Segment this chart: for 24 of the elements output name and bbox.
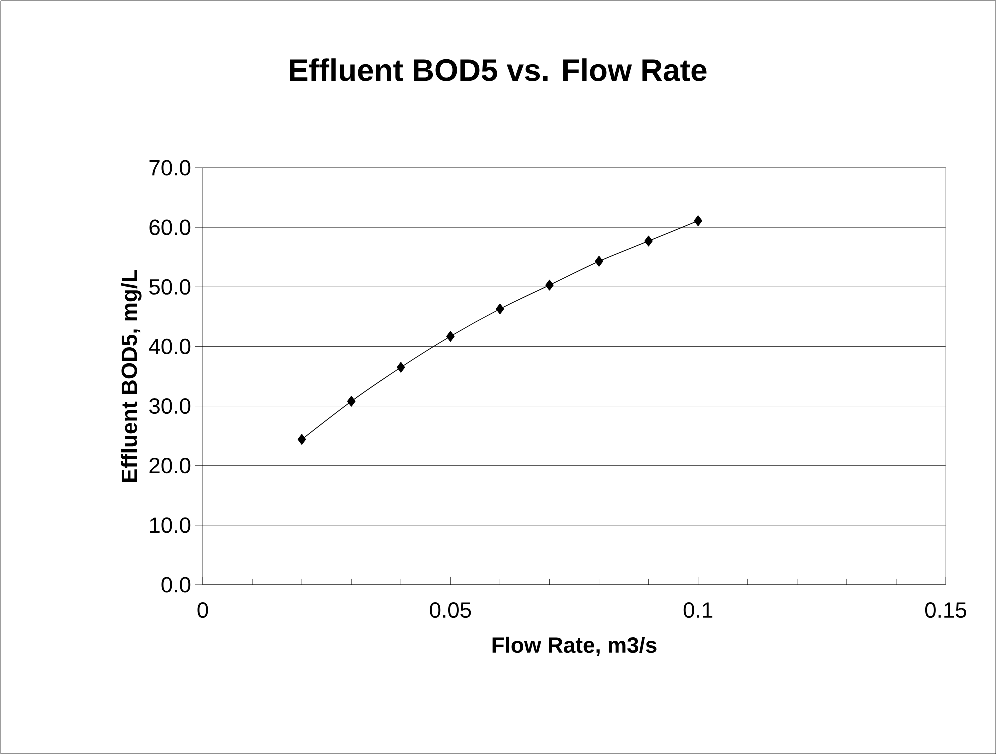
y-tick-label: 20.0 bbox=[150, 458, 191, 474]
x-tick-label: 0.1 bbox=[684, 602, 713, 618]
y-tick-label: 50.0 bbox=[150, 279, 191, 295]
x-axis-title: Flow Rate, m3/s bbox=[492, 636, 657, 656]
point bbox=[347, 396, 356, 407]
y-tick-label: 30.0 bbox=[149, 398, 191, 414]
y-tick-label: 10.0 bbox=[150, 518, 191, 534]
point bbox=[396, 362, 406, 373]
point bbox=[694, 216, 702, 226]
y-tick-label: 0.0 bbox=[162, 577, 191, 593]
point bbox=[298, 434, 306, 446]
y-tick-label: 40.0 bbox=[149, 338, 191, 354]
x-tick-label: 0 bbox=[198, 602, 208, 618]
point bbox=[546, 280, 554, 291]
x-tick-label: 0.05 bbox=[430, 602, 472, 618]
point bbox=[496, 304, 504, 315]
point bbox=[446, 331, 455, 342]
y-tick-label: 60.0 bbox=[150, 220, 191, 236]
y-axis-title: Effluent BOD5, mg/L bbox=[121, 270, 142, 482]
chart-title: Effluent BOD5 vs. Flow Rate bbox=[290, 58, 707, 82]
y-tick-label: 70.0 bbox=[150, 160, 191, 176]
point bbox=[644, 236, 653, 247]
point bbox=[595, 256, 604, 267]
x-tick-label: 0.15 bbox=[925, 602, 966, 618]
